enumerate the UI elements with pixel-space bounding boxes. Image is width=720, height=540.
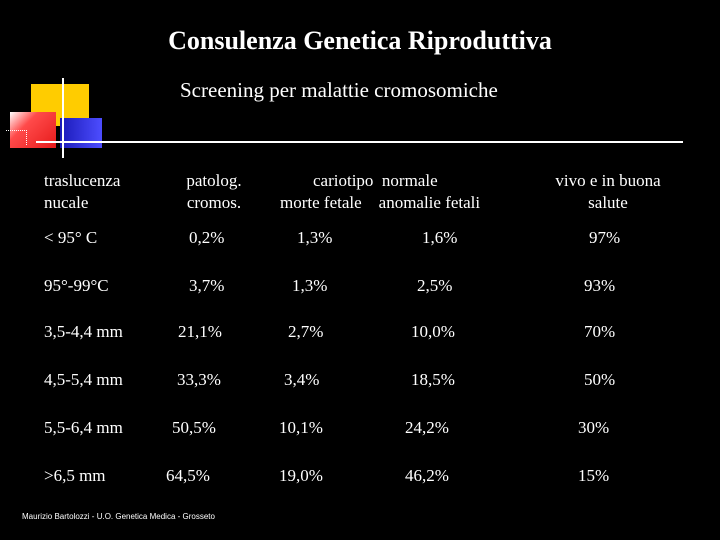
row-patolog: 64,5%: [166, 466, 210, 485]
row-anomalie: 18,5%: [411, 370, 455, 389]
row-morte: 19,0%: [279, 466, 323, 485]
row-nt: 4,5-5,4 mm: [44, 370, 123, 389]
row-anomalie: 24,2%: [405, 418, 449, 437]
dotted-corner: [6, 130, 27, 145]
header-col1-line1: traslucenza: [44, 171, 121, 190]
row-morte: 1,3%: [297, 228, 333, 247]
vertical-rule: [62, 78, 64, 158]
row-vivo: 50%: [584, 370, 616, 389]
row-vivo: 93%: [584, 276, 616, 295]
row-morte: 3,4%: [284, 370, 320, 389]
row-anomalie: 10,0%: [411, 322, 455, 341]
row-patolog: 33,3%: [177, 370, 221, 389]
row-patolog: 0,2%: [189, 228, 225, 247]
header-col3-line1: cariotipo normale: [313, 171, 438, 190]
row-patolog: 21,1%: [178, 322, 222, 341]
header-col3-line2: morte fetale anomalie fetali: [280, 193, 481, 212]
row-vivo: 70%: [584, 322, 616, 341]
header-col4-line1: vivo e in buona: [555, 171, 661, 190]
horizontal-rule: [36, 141, 683, 143]
header-traslucenza-nucale: traslucenza nucale: [44, 170, 120, 214]
row-morte: 1,3%: [292, 276, 328, 295]
row-anomalie: 2,5%: [417, 276, 453, 295]
row-nt: >6,5 mm: [44, 466, 106, 485]
row-vivo: 30%: [578, 418, 610, 437]
blue-square: [60, 118, 102, 148]
row-patolog: 50,5%: [172, 418, 216, 437]
row-vivo: 15%: [578, 466, 610, 485]
page-subtitle: Screening per malattie cromosomiche: [180, 78, 498, 102]
row-anomalie: 1,6%: [422, 228, 458, 247]
row-vivo: 97%: [589, 228, 621, 247]
row-morte: 2,7%: [288, 322, 324, 341]
header-col2-line1: patolog.: [186, 171, 242, 190]
header-col4-line2: salute: [588, 193, 628, 212]
row-nt: 5,5-6,4 mm: [44, 418, 123, 437]
header-col1-line2: nucale: [44, 193, 89, 212]
header-patolog-cromos: patolog. cromos.: [174, 170, 254, 214]
page-title: Consulenza Genetica Riproduttiva: [168, 26, 552, 55]
footer-credit: Maurizio Bartolozzi - U.O. Genetica Medi…: [22, 512, 215, 521]
row-anomalie: 46,2%: [405, 466, 449, 485]
header-col2-line2: cromos.: [186, 193, 242, 212]
row-patolog: 3,7%: [189, 276, 225, 295]
row-nt: 3,5-4,4 mm: [44, 322, 123, 341]
header-vivo-salute: vivo e in buona salute: [540, 170, 676, 214]
row-morte: 10,1%: [279, 418, 323, 437]
header-cariotipo: cariotipo normale morte fetale anomalie …: [280, 170, 480, 214]
row-nt: 95°-99°C: [44, 276, 109, 295]
row-nt: < 95° C: [44, 228, 98, 247]
